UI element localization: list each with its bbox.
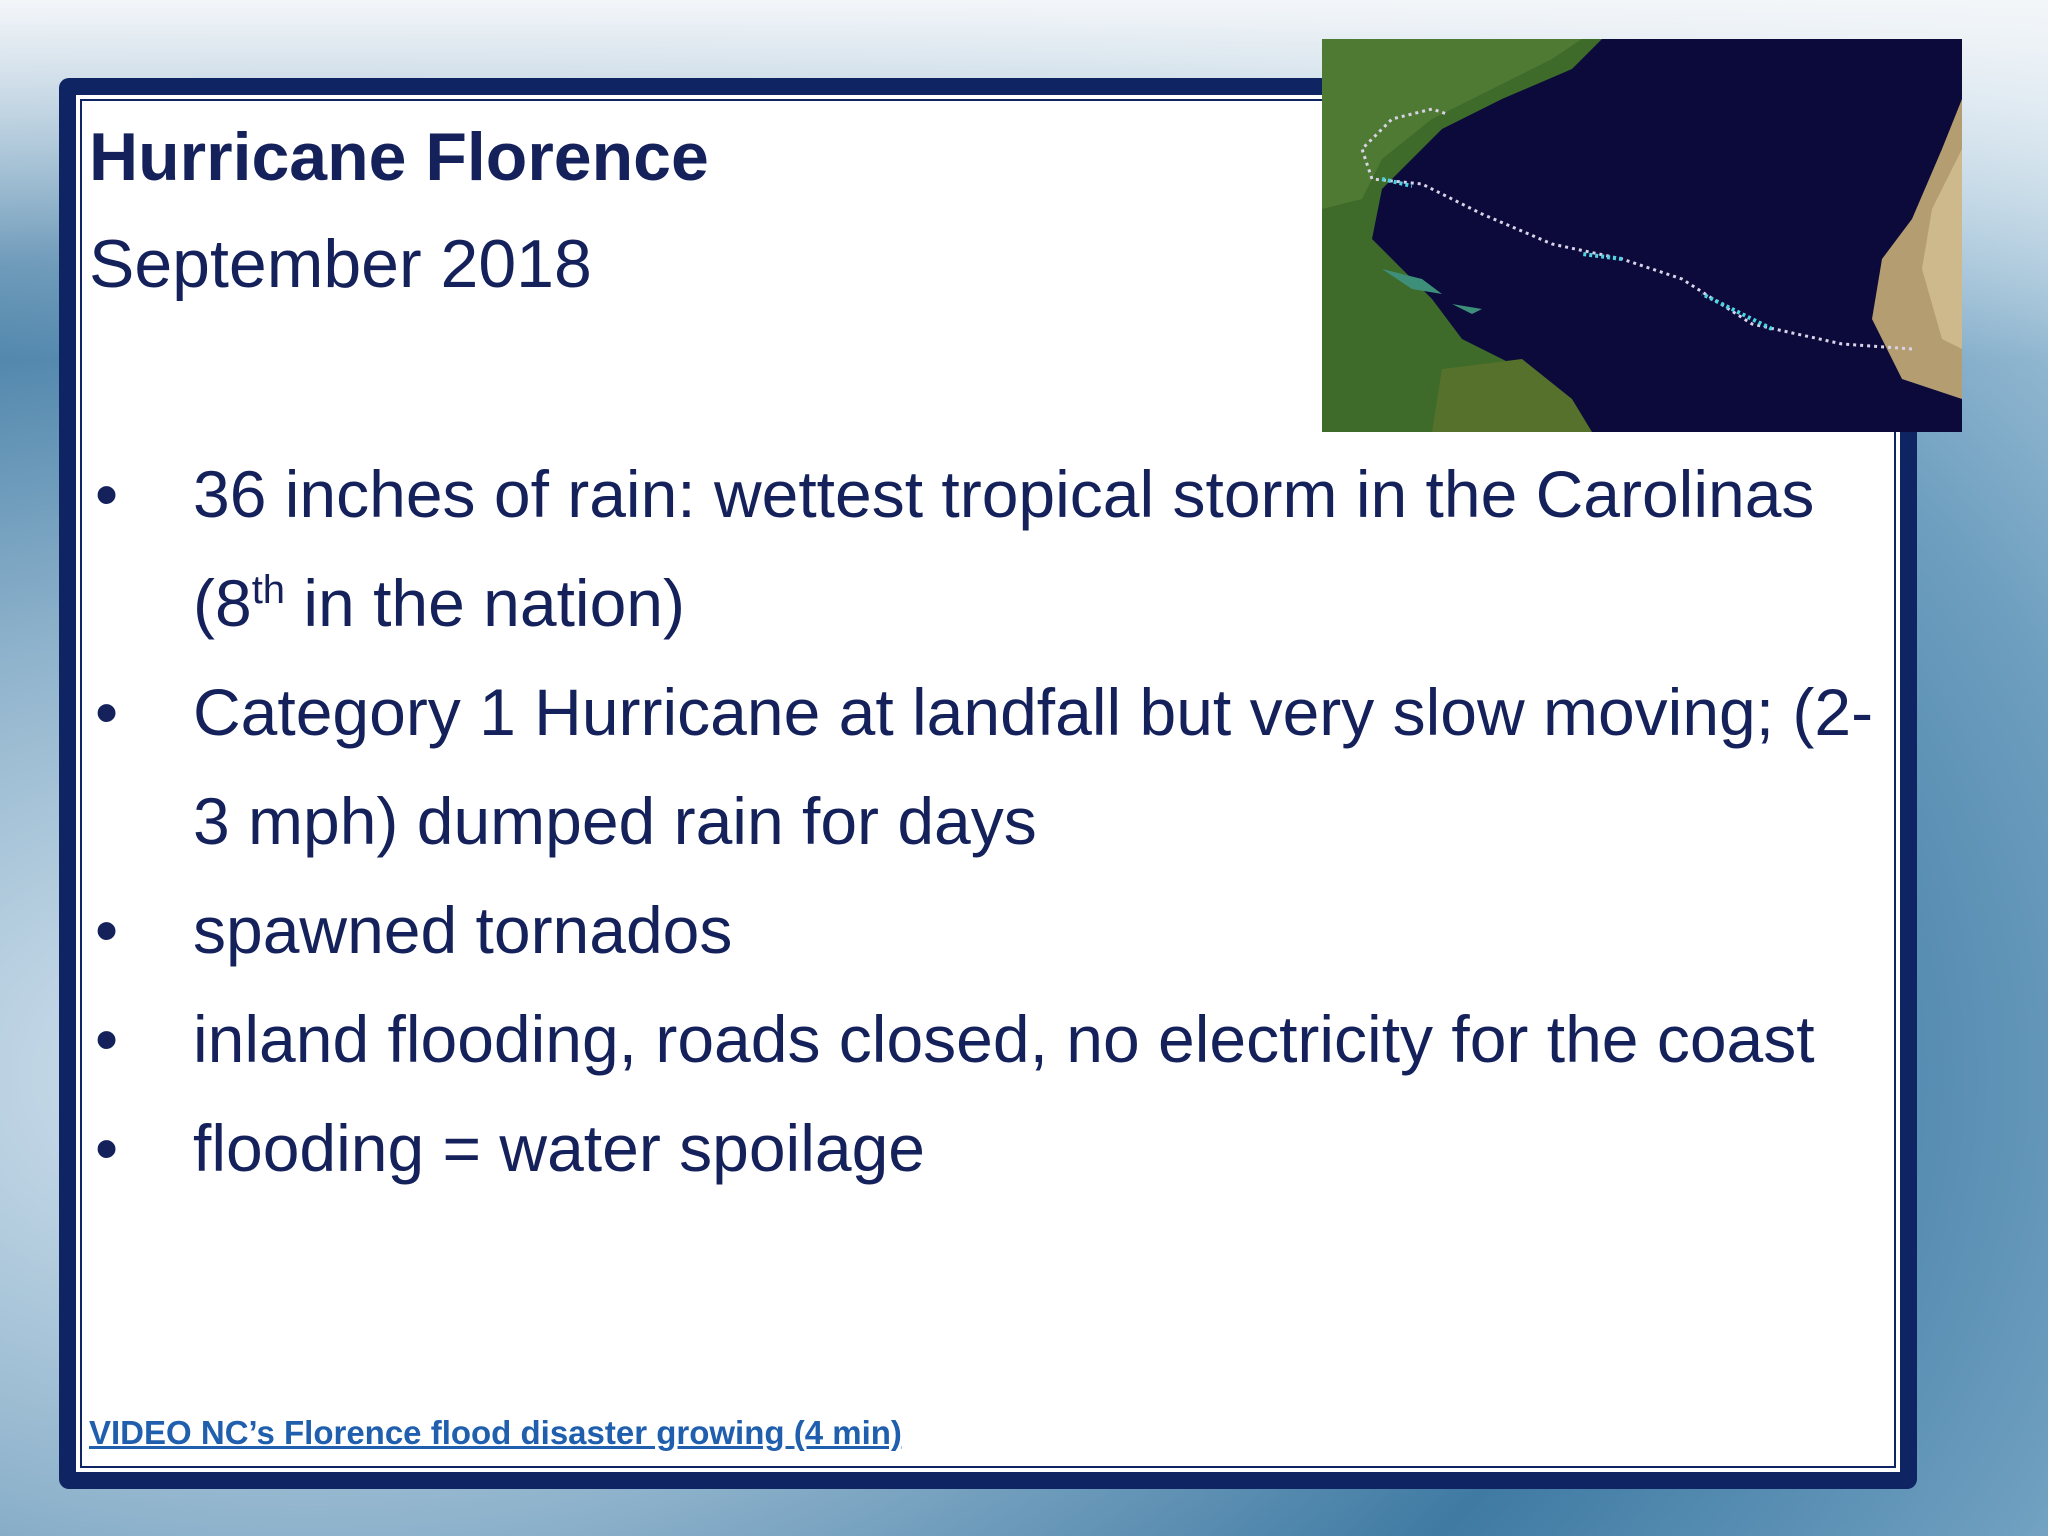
title: Hurricane Florence <box>89 119 709 195</box>
bullet: 36 inches of rain: wettest tropical stor… <box>89 440 1889 658</box>
subtitle: September 2018 <box>89 226 592 302</box>
video-link[interactable]: VIDEO NC’s Florence flood disaster growi… <box>89 1414 902 1451</box>
content-border <box>80 99 1896 1468</box>
bullet: spawned tornados <box>89 876 1889 985</box>
storm-track-map <box>1322 39 1962 432</box>
bullet-text: in the nation) <box>285 566 685 640</box>
bullet: inland flooding, roads closed, no electr… <box>89 985 1889 1094</box>
bullet: flooding = water spoilage <box>89 1094 1889 1203</box>
superscript: th <box>251 568 286 612</box>
bullet-list: 36 inches of rain: wettest tropical stor… <box>89 440 1889 1203</box>
bullet: Category 1 Hurricane at landfall but ver… <box>89 658 1889 876</box>
bullet-text: 36 inches of rain: wettest tropical stor… <box>193 457 1815 640</box>
